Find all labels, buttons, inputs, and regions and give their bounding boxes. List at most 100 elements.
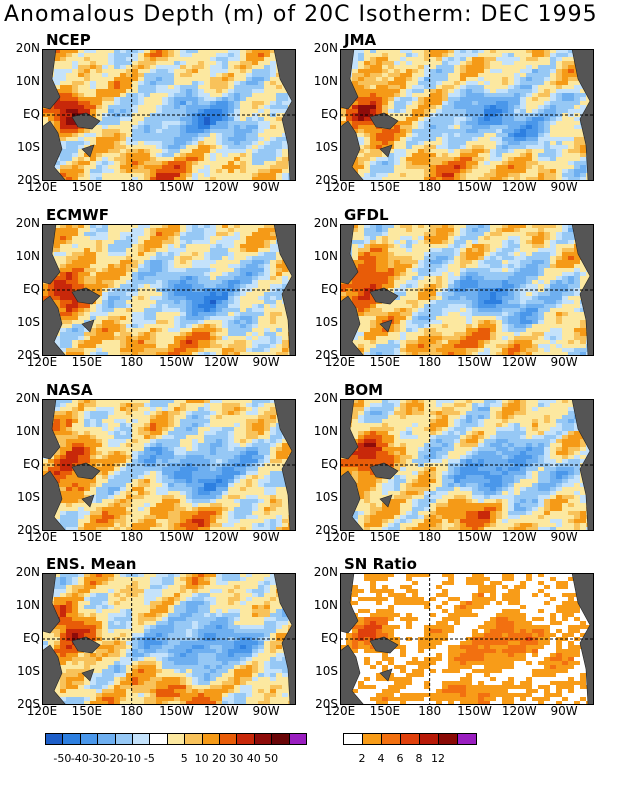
field-cell (252, 121, 258, 125)
field-cell (168, 49, 174, 53)
field-cell (544, 236, 550, 240)
field-cell (60, 73, 66, 77)
field-cell (102, 133, 108, 137)
field-cell (418, 133, 424, 137)
field-cell (430, 153, 436, 157)
field-cell (78, 336, 84, 340)
field-cell (192, 153, 198, 157)
field-cell (144, 169, 150, 173)
field-cell (538, 276, 544, 280)
field-cell (382, 169, 388, 173)
field-cell (496, 177, 502, 181)
field-cell (532, 57, 538, 61)
field-cell (108, 65, 114, 69)
field-cell (400, 57, 406, 61)
field-cell (412, 49, 418, 53)
field-cell (132, 284, 138, 288)
field-cell (358, 85, 364, 89)
field-cell (382, 141, 388, 145)
field-cell (376, 89, 382, 93)
field-cell (240, 284, 246, 288)
field-cell (114, 141, 120, 145)
field-cell (126, 236, 132, 240)
field-cell (210, 236, 216, 240)
field-cell (502, 133, 508, 137)
field-cell (520, 149, 526, 153)
field-cell (90, 236, 96, 240)
field-cell (252, 137, 258, 141)
field-cell (108, 320, 114, 324)
field-cell (406, 153, 412, 157)
field-cell (240, 296, 246, 300)
field-cell (460, 272, 466, 276)
field-cell (174, 117, 180, 121)
field-cell (400, 240, 406, 244)
field-cell (400, 236, 406, 240)
field-cell (204, 296, 210, 300)
field-cell (132, 236, 138, 240)
field-cell (436, 125, 442, 129)
field-cell (138, 228, 144, 232)
field-cell (460, 137, 466, 141)
field-cell (394, 153, 400, 157)
field-cell (90, 77, 96, 81)
field-cell (574, 157, 580, 161)
field-cell (144, 292, 150, 296)
field-cell (60, 61, 66, 65)
field-cell (544, 65, 550, 69)
field-cell (102, 348, 108, 352)
field-cell (90, 272, 96, 276)
field-cell (448, 165, 454, 169)
field-cell (478, 268, 484, 272)
field-cell (412, 252, 418, 256)
field-cell (132, 308, 138, 312)
field-cell (246, 292, 252, 296)
field-cell (84, 264, 90, 268)
field-cell (234, 161, 240, 165)
field-cell (174, 312, 180, 316)
field-cell (78, 320, 84, 324)
field-cell (108, 304, 114, 308)
field-cell (138, 121, 144, 125)
field-cell (168, 169, 174, 173)
field-cell (78, 284, 84, 288)
field-cell (222, 53, 228, 57)
field-cell (370, 77, 376, 81)
field-cell (532, 97, 538, 101)
field-cell (466, 276, 472, 280)
field-cell (78, 316, 84, 320)
field-cell (382, 272, 388, 276)
field-cell (198, 133, 204, 137)
field-cell (132, 316, 138, 320)
field-cell (490, 276, 496, 280)
lat-tick-label: 10S (17, 315, 40, 329)
field-cell (508, 77, 514, 81)
field-cell (174, 125, 180, 129)
field-cell (436, 89, 442, 93)
field-cell (358, 53, 364, 57)
field-cell (102, 268, 108, 272)
field-cell (228, 264, 234, 268)
field-cell (472, 177, 478, 181)
field-cell (496, 268, 502, 272)
field-cell (394, 268, 400, 272)
field-cell (84, 256, 90, 260)
field-cell (234, 169, 240, 173)
field-cell (424, 125, 430, 129)
field-cell (436, 256, 442, 260)
field-cell (78, 169, 84, 173)
field-cell (126, 308, 132, 312)
field-cell (484, 256, 490, 260)
field-cell (90, 61, 96, 65)
field-cell (466, 85, 472, 89)
field-cell (508, 145, 514, 149)
field-cell (84, 332, 90, 336)
field-cell (108, 312, 114, 316)
field-cell (400, 133, 406, 137)
field-cell (222, 61, 228, 65)
field-cell (448, 93, 454, 97)
field-cell (258, 177, 264, 181)
field-cell (460, 228, 466, 232)
field-cell (382, 224, 388, 228)
field-cell (234, 244, 240, 248)
